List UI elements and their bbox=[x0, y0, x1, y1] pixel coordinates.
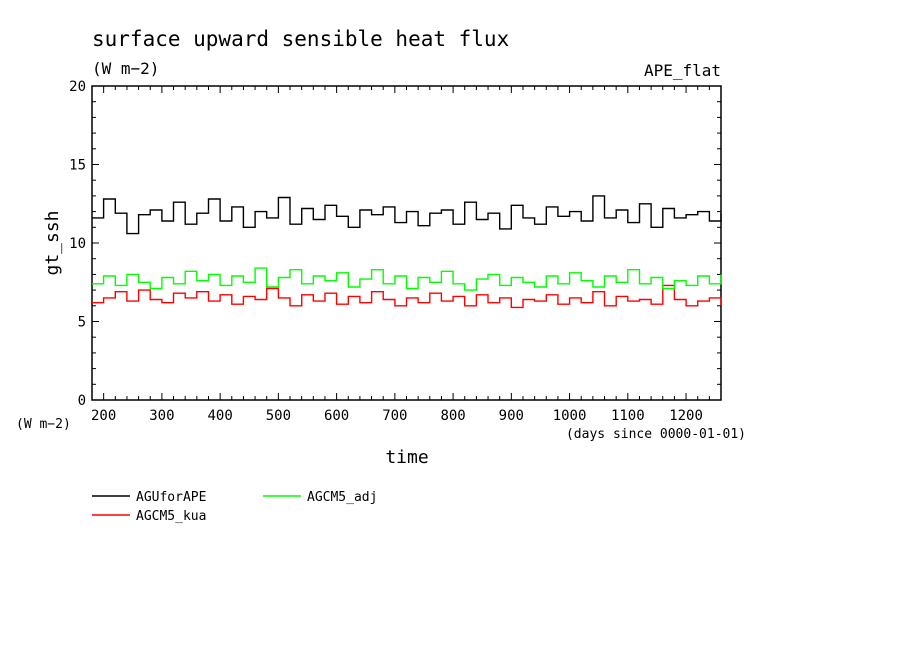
series-line-0 bbox=[92, 195, 722, 235]
y-tick-label: 5 bbox=[78, 315, 86, 331]
x-tick-label: 1100 bbox=[611, 408, 645, 424]
x-tick-label: 700 bbox=[382, 408, 407, 424]
x-tick-label: 800 bbox=[440, 408, 465, 424]
x-tick-label: 600 bbox=[324, 408, 349, 424]
x-axis-label: time bbox=[385, 447, 428, 468]
y-axis-label: gt_ssh bbox=[42, 210, 63, 275]
legend-item-0: AGUforAPE bbox=[92, 490, 206, 505]
x-tick-label: 1200 bbox=[669, 408, 703, 424]
x-tick-label: 500 bbox=[266, 408, 291, 424]
legend-label-0: AGUforAPE bbox=[136, 490, 206, 505]
legend-label-2: AGCM5_adj bbox=[307, 490, 377, 505]
legend-item-1: AGCM5_kua bbox=[92, 509, 206, 524]
x-axis-units: (days since 0000-01-01) bbox=[566, 427, 746, 442]
series-line-1 bbox=[92, 284, 722, 309]
y-tick-label: 10 bbox=[69, 236, 86, 252]
legend: AGUforAPE AGCM5_kua AGCM5_adj bbox=[92, 490, 377, 524]
series-line-2 bbox=[92, 267, 722, 291]
x-axis: 200 300 400 500 600 700 800 900 1000 1100 1200 bbox=[91, 86, 722, 424]
plot-frame bbox=[91, 85, 722, 401]
y-tick-label: 15 bbox=[69, 158, 86, 174]
legend-label-1: AGCM5_kua bbox=[136, 509, 206, 524]
y-tick-label: 20 bbox=[69, 79, 86, 95]
y-tick-label: 0 bbox=[78, 393, 86, 409]
y-axis: 0 5 10 15 20 bbox=[69, 79, 721, 409]
experiment-tag: APE_flat bbox=[644, 61, 721, 80]
series-lines bbox=[92, 195, 722, 309]
x-tick-label: 900 bbox=[499, 408, 524, 424]
legend-item-2: AGCM5_adj bbox=[263, 490, 377, 505]
x-tick-label: 400 bbox=[207, 408, 232, 424]
chart-title: surface upward sensible heat flux bbox=[92, 27, 509, 51]
y-axis-units: (W m−2) bbox=[16, 417, 71, 432]
x-tick-label: 200 bbox=[91, 408, 116, 424]
x-tick-label: 300 bbox=[149, 408, 174, 424]
chart-units-subtitle: (W m−2) bbox=[92, 59, 159, 78]
x-tick-label: 1000 bbox=[553, 408, 587, 424]
